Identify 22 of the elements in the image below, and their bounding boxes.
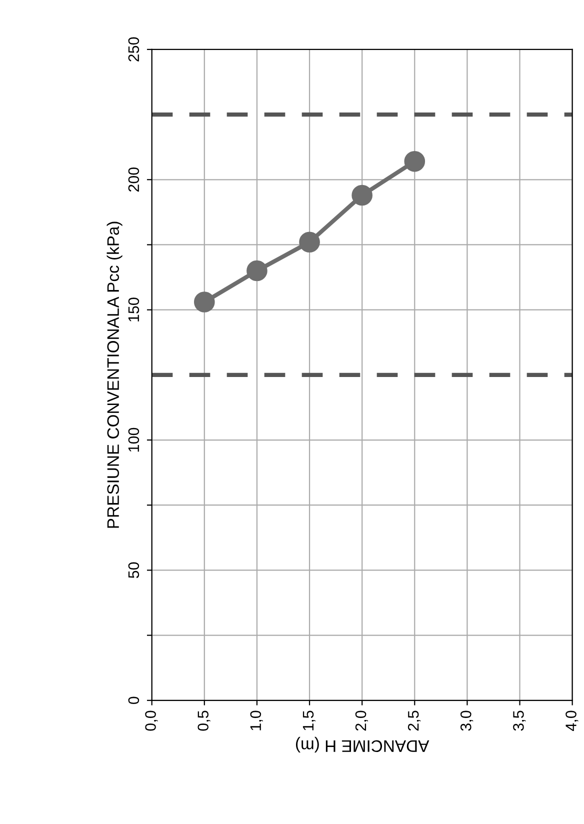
x-tick-label: 2,5 [408, 710, 421, 731]
point [352, 184, 372, 206]
point [194, 292, 215, 312]
x-tick-label: 0,0 [145, 710, 158, 731]
point [404, 150, 426, 172]
y-tick-label: 150 [128, 298, 140, 322]
x-tick-label: 0,5 [198, 710, 210, 731]
x-tick-label: 1,0 [250, 710, 263, 730]
x-tick-label: 2,0 [355, 710, 368, 731]
y-tick-label: 200 [128, 167, 140, 192]
y-axis-title: PRESIUNE CONVENTIONALA Pcc (kPa) [106, 222, 122, 528]
x-tick-label: 4,0 [566, 710, 578, 732]
y-tick-label: 100 [128, 428, 140, 452]
y-tick-label: 250 [128, 37, 140, 62]
point [299, 232, 320, 253]
x-tick-label: 3,0 [460, 710, 474, 731]
y-tick-label: 50 [128, 562, 140, 578]
x-tick-label: 1,5 [302, 710, 316, 730]
point [246, 260, 268, 282]
y-tick-label: 0 [128, 696, 140, 704]
x-tick-label: 3,5 [513, 710, 526, 731]
x-axis-title: ADANCIME H (m) [296, 736, 430, 752]
